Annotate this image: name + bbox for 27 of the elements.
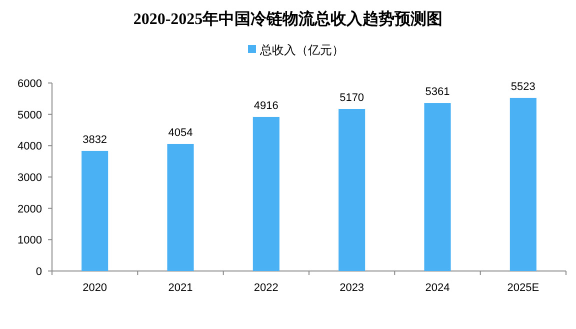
bar — [167, 144, 194, 271]
bar — [82, 150, 108, 271]
x-tick-label: 2022 — [254, 282, 278, 294]
y-tick-label: 2000 — [18, 203, 42, 216]
y-tick-label: 4000 — [18, 140, 42, 153]
data-label: 5170 — [340, 92, 364, 104]
data-label: 5361 — [425, 86, 450, 98]
bar — [424, 103, 451, 271]
bar — [252, 116, 280, 271]
y-tick-label: 1000 — [18, 234, 42, 247]
data-label: 4916 — [254, 100, 278, 112]
y-tick-label: 6000 — [18, 78, 42, 90]
x-tick-label: 2023 — [340, 282, 364, 294]
bar — [510, 98, 536, 271]
y-tick-label: 5000 — [18, 109, 42, 122]
y-tick-label: 3000 — [18, 172, 42, 184]
data-label: 5523 — [510, 80, 536, 93]
x-tick-label: 2024 — [425, 282, 450, 294]
chart-title: 2020-2025年中国冷链物流总收入趋势预测图 — [133, 9, 443, 28]
x-tick-label: 2025E — [507, 282, 540, 294]
data-label: 4054 — [168, 126, 193, 139]
y-tick-label: 0 — [36, 266, 42, 278]
bar — [338, 109, 366, 271]
data-label: 3832 — [82, 134, 108, 146]
x-tick-label: 2020 — [82, 282, 108, 294]
x-tick-label: 2021 — [168, 282, 193, 294]
legend-label: 总收入（亿元） — [259, 43, 344, 57]
